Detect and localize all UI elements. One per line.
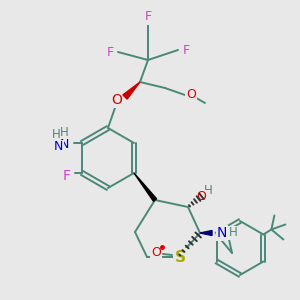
Text: N: N (59, 139, 69, 152)
Polygon shape (200, 230, 212, 236)
Text: H: H (52, 128, 60, 142)
Text: H: H (60, 127, 68, 140)
Text: O: O (196, 190, 206, 203)
Text: H: H (204, 184, 212, 196)
Text: N: N (53, 140, 63, 154)
Polygon shape (134, 173, 157, 201)
Text: H: H (229, 226, 237, 239)
Text: F: F (63, 169, 71, 183)
Text: F: F (144, 11, 152, 23)
Text: F: F (182, 44, 190, 56)
Text: O: O (151, 245, 161, 259)
Text: S: S (175, 250, 185, 265)
Polygon shape (123, 82, 140, 99)
Text: N: N (217, 226, 227, 240)
Text: O: O (112, 93, 122, 107)
Text: F: F (106, 46, 114, 59)
Text: O: O (186, 88, 196, 101)
